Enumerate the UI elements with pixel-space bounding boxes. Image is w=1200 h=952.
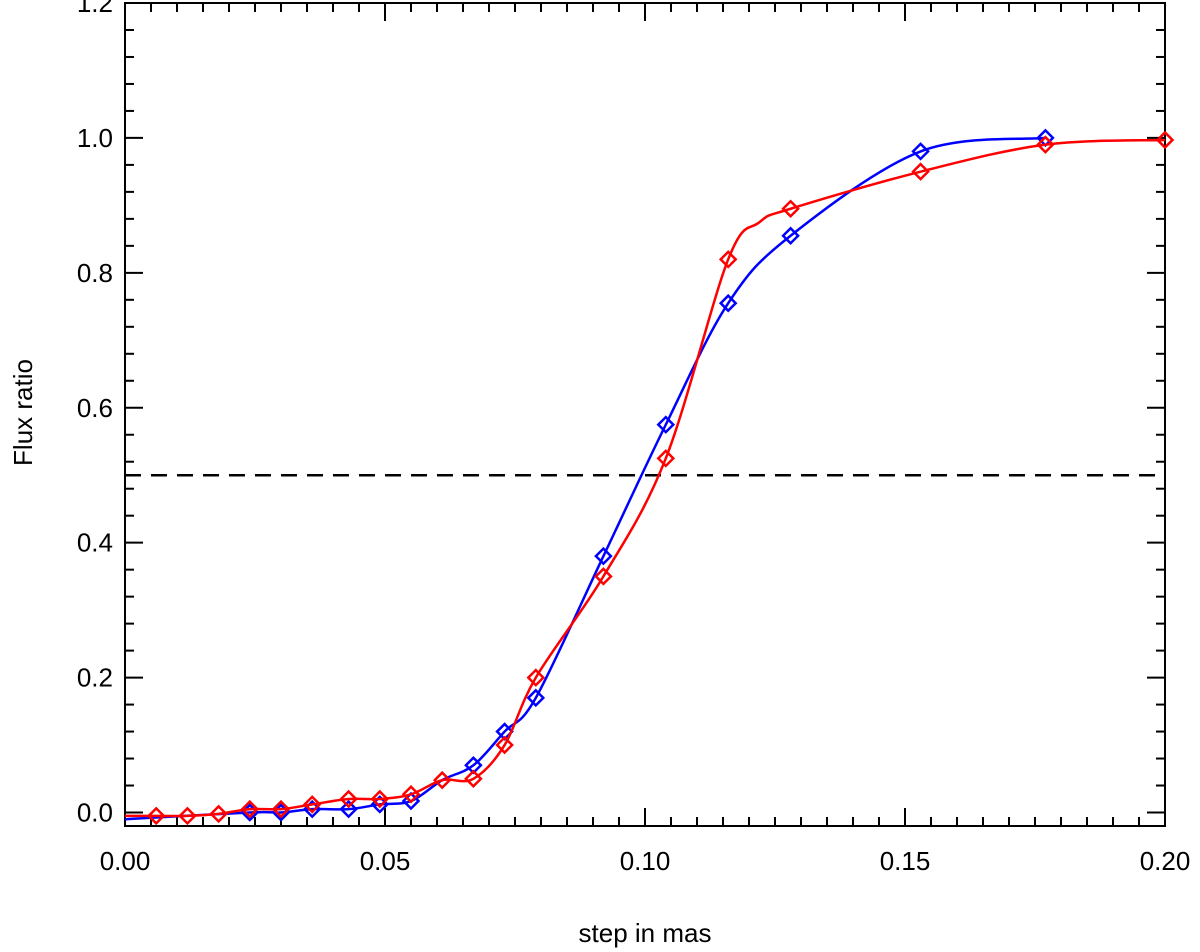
plot-frame xyxy=(124,2,1166,827)
y-tick-label: 1.0 xyxy=(77,123,113,153)
plot-frame-layer xyxy=(124,2,1166,827)
series-2 xyxy=(125,130,1175,826)
data-point-diamond xyxy=(209,804,228,824)
data-point-diamond xyxy=(781,226,800,246)
data-point-diamond xyxy=(718,250,738,269)
x-axis-label: step in mas xyxy=(579,918,712,948)
x-tick-label: 0.05 xyxy=(360,846,411,876)
data-point-diamond xyxy=(178,806,197,826)
x-tick-label: 0.10 xyxy=(620,846,671,876)
y-tick-label: 1.2 xyxy=(77,0,113,18)
data-point-diamond xyxy=(594,567,613,586)
data-point-diamond xyxy=(718,293,738,313)
x-tick-label: 0.00 xyxy=(100,846,151,876)
y-tick-label: 0.8 xyxy=(77,258,113,288)
data-point-diamond xyxy=(339,799,358,819)
data-point-diamond xyxy=(302,795,322,814)
data-point-diamond xyxy=(526,668,546,687)
data-point-diamond xyxy=(240,799,260,819)
data-point-diamond xyxy=(911,162,930,181)
y-axis-label: Flux ratio xyxy=(8,359,38,466)
ticks-layer xyxy=(124,2,1166,826)
data-point-diamond xyxy=(1155,130,1175,150)
data-point-diamond xyxy=(656,449,676,468)
series-line xyxy=(125,138,1166,818)
y-tick-label: 0.2 xyxy=(77,663,113,693)
data-point-diamond xyxy=(146,806,166,826)
tick-labels-layer: 0.00 0.05 0.10 0.15 0.20 0.0 0.2 0.4 0.6 0.8 1.0 1.… xyxy=(77,0,1190,876)
data-point-diamond xyxy=(911,142,930,161)
x-tick-label: 0.15 xyxy=(880,846,931,876)
data-point-diamond xyxy=(656,415,676,434)
data-point-diamond xyxy=(495,735,514,755)
series-line xyxy=(124,136,1046,821)
data-point-diamond xyxy=(339,789,358,809)
data-point-diamond xyxy=(464,769,483,789)
data-point-diamond xyxy=(781,199,800,219)
series-layer xyxy=(124,128,1175,826)
x-tick-label: 0.20 xyxy=(1140,846,1191,876)
data-point-diamond xyxy=(401,785,421,804)
data-point-diamond xyxy=(526,688,546,708)
data-point-diamond xyxy=(1036,135,1055,154)
data-point-diamond xyxy=(594,546,613,566)
y-tick-label: 0.4 xyxy=(77,528,113,558)
data-point-diamond xyxy=(432,770,452,790)
y-tick-label: 0.6 xyxy=(77,393,113,423)
data-point-diamond xyxy=(370,789,390,809)
data-point-diamond xyxy=(271,799,291,819)
y-tick-label: 0.0 xyxy=(77,798,113,828)
